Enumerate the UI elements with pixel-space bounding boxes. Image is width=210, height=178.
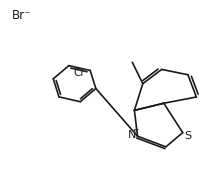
Text: S: S (184, 131, 192, 141)
Text: Cl: Cl (74, 68, 84, 78)
Text: +: + (132, 125, 139, 134)
Text: Br⁻: Br⁻ (12, 9, 31, 22)
Text: N: N (127, 130, 136, 140)
